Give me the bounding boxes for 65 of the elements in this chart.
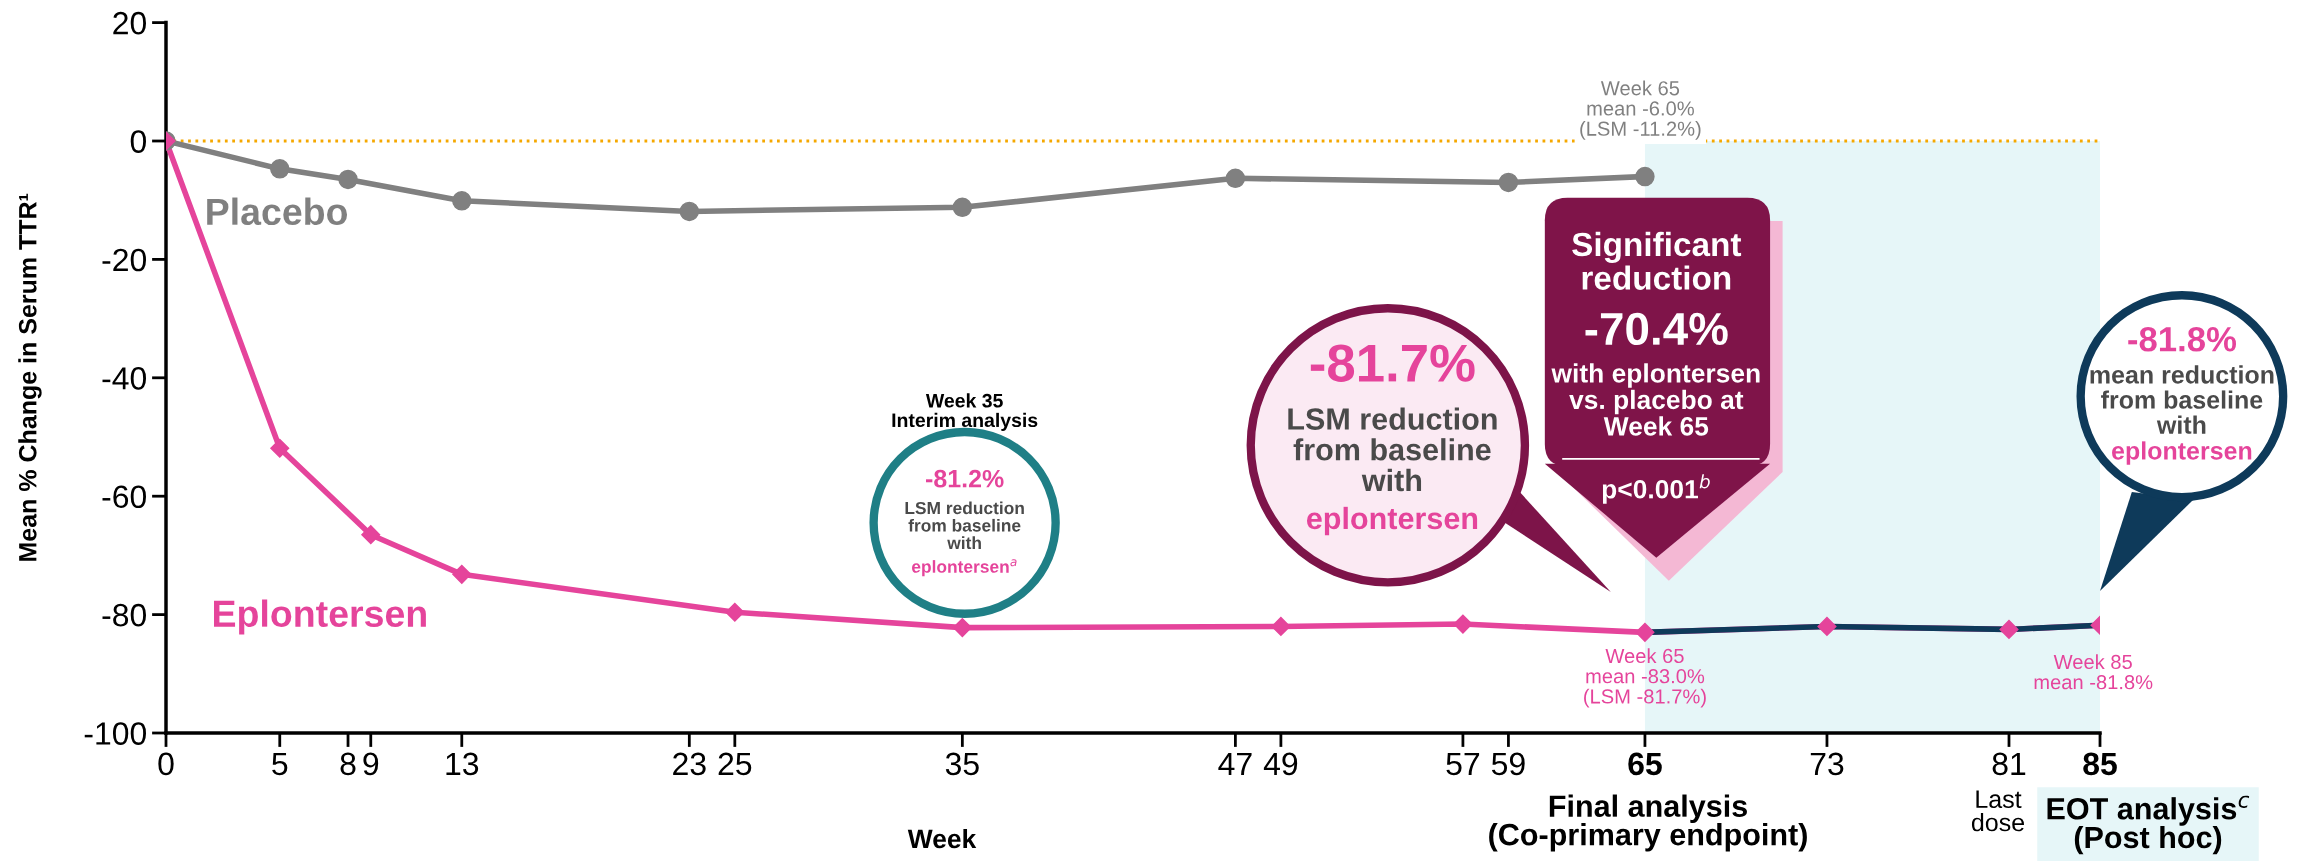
series-label: Eplontersen [214, 599, 426, 635]
text: eplontersen [2112, 441, 2252, 465]
annotation: Week 35 Interim analysis [892, 393, 1038, 431]
annotation: Significant reduction [1572, 231, 1742, 290]
point [452, 191, 472, 211]
point [1635, 622, 1655, 642]
y-tick-label: 0 [130, 130, 146, 153]
annotation: -70.4% [1585, 312, 1728, 346]
y-tick-label: -80 [102, 603, 147, 627]
x-tick-label: 81 [1992, 752, 2026, 776]
point [1271, 616, 1291, 636]
text: -81.8% [2128, 327, 2237, 352]
x-tick-label: 13 [446, 752, 479, 776]
x-tick-label: 85 [2083, 752, 2117, 776]
point [952, 197, 973, 218]
point [1453, 614, 1473, 634]
point [952, 618, 972, 638]
annotation: -81.2% [926, 469, 1004, 488]
point [361, 525, 381, 545]
x-tick-label: 5 [272, 752, 288, 776]
y-tick-label: -40 [102, 367, 147, 390]
x-tick-label: 57 [1446, 752, 1480, 776]
text: EOT analysis$^{c}$ (Post hoc) [2047, 795, 2250, 855]
annotation: LSM reduction from baseline with [905, 501, 1024, 550]
annotation: Week 65 mean -6.0% (LSM -11.2%) [1580, 80, 1701, 140]
x-tick-label: 73 [1810, 752, 1844, 776]
text: Final analysis (Co-primary endpoint) [1489, 794, 1807, 852]
x-tick-label: 23 [673, 752, 706, 776]
y-tick-label: 20 [113, 11, 146, 35]
annotation: LSM reduction from baseline with [1288, 407, 1497, 492]
point [1498, 172, 1519, 193]
series-label: Placebo [207, 197, 348, 226]
point [1635, 166, 1655, 187]
point [270, 159, 290, 179]
annotation: with eplontersen vs. placebo at Week 65 [1551, 363, 1760, 436]
annotation: eplontersen$^{a}$ [912, 559, 1017, 577]
point [1999, 619, 2019, 639]
annotation: mean reduction from baseline with [2090, 365, 2274, 434]
point [270, 438, 290, 458]
x-tick-label: 49 [1263, 752, 1298, 776]
x-tick-label: 35 [945, 752, 979, 776]
point [1817, 616, 1837, 636]
point [1225, 168, 1246, 189]
x-tick-label: 8 [340, 752, 356, 776]
annotation: Week 65 mean -83.0% (LSM -81.7%) [1584, 648, 1706, 708]
annotation: p<0.001$^{b}$ [1602, 474, 1710, 504]
x-tick-label: 47 [1218, 752, 1252, 775]
x-tick-label: 0 [158, 752, 174, 776]
point [725, 602, 745, 622]
x-tick-label: 9 [363, 752, 379, 776]
point [679, 201, 700, 222]
annotation: Week 85 mean -81.8% [2034, 654, 2153, 690]
y-axis-title: Mean % Change in Serum TTR¹ [18, 193, 42, 561]
point [338, 169, 358, 190]
x-tick-label: 25 [718, 752, 752, 776]
annotation: -81.7% [1310, 344, 1475, 382]
point [452, 564, 472, 584]
y-tick-label: -60 [102, 485, 147, 509]
text: Last dose [1971, 790, 2024, 832]
y-tick-label: -100 [84, 722, 147, 745]
annotation: eplontersen [1306, 506, 1478, 536]
x-axis-title: Week [907, 828, 977, 849]
x-tick-label: 59 [1491, 752, 1525, 776]
x-tick-label: 65 [1628, 752, 1662, 776]
y-tick-label: -20 [102, 248, 147, 272]
